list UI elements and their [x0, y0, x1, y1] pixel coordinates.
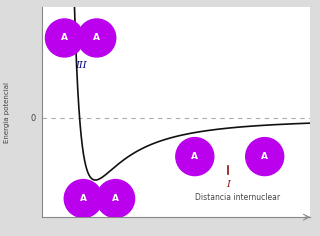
Text: Distancia internuclear: Distancia internuclear: [195, 194, 280, 202]
Ellipse shape: [246, 138, 284, 176]
Text: I: I: [227, 180, 230, 189]
Text: II: II: [118, 194, 126, 203]
Text: Energia potencial: Energia potencial: [4, 82, 10, 143]
Text: A: A: [80, 194, 87, 203]
Ellipse shape: [97, 180, 135, 218]
Text: III: III: [75, 61, 86, 70]
Ellipse shape: [176, 138, 214, 176]
Ellipse shape: [78, 19, 116, 57]
Text: A: A: [261, 152, 268, 161]
Ellipse shape: [64, 180, 102, 218]
Text: A: A: [61, 34, 68, 42]
Text: A: A: [112, 194, 119, 203]
Ellipse shape: [45, 19, 84, 57]
Text: 0: 0: [31, 114, 36, 123]
Text: A: A: [191, 152, 198, 161]
Text: A: A: [93, 34, 100, 42]
